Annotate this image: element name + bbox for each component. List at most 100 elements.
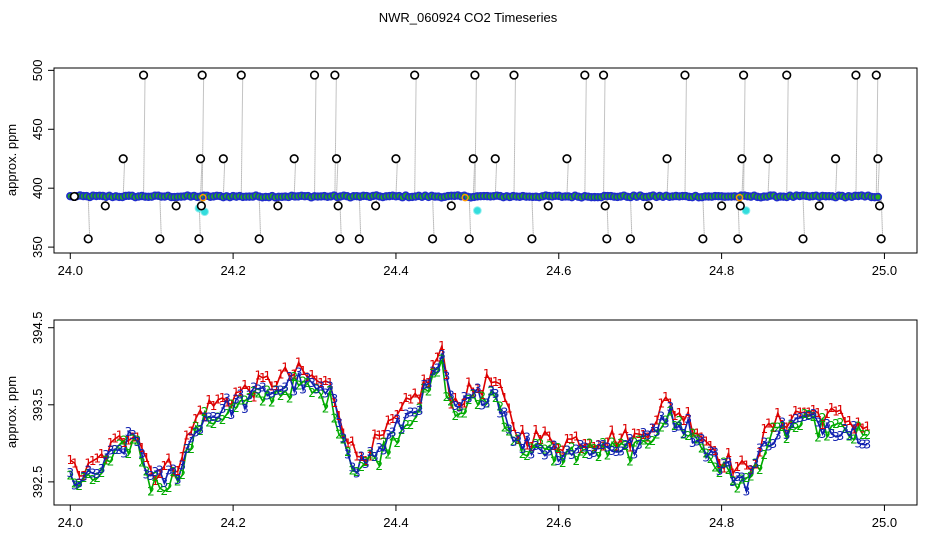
series-mark-3: 3 [859, 437, 867, 451]
series-mark-1: 1 [223, 395, 231, 409]
series-mark-3: 3 [353, 466, 361, 480]
series-mark-2: 2 [622, 439, 630, 453]
bottom-x-tick-label: 24.4 [383, 515, 408, 530]
series-mark-2: 2 [335, 428, 343, 442]
top-x-tick-label: 24.0 [58, 263, 83, 278]
series-mark-3: 3 [810, 407, 818, 421]
series-mark-1: 1 [640, 428, 648, 442]
series-mark-1: 1 [416, 392, 424, 406]
outlier-point [509, 70, 519, 80]
outlier-point [194, 234, 204, 244]
outlier-point [464, 234, 474, 244]
series-mark-2: 2 [635, 433, 643, 447]
outlier-point [196, 201, 206, 211]
series-mark-1: 1 [111, 432, 119, 446]
outlier-point [763, 154, 773, 164]
series-mark-3: 3 [187, 432, 195, 446]
series-mark-2: 2 [846, 430, 854, 444]
series-mark-2: 2 [425, 384, 433, 398]
outlier-point [354, 234, 364, 244]
series-mark-2: 2 [805, 408, 813, 422]
series-mark-1: 1 [362, 454, 370, 468]
series-mark-3: 3 [837, 429, 845, 443]
series-mark-2: 2 [277, 389, 285, 403]
series-mark-1: 1 [832, 405, 840, 419]
series-mark-3: 3 [425, 378, 433, 392]
series-mark-2: 2 [371, 450, 379, 464]
series-mark-2: 2 [675, 414, 683, 428]
series-mark-3: 3 [671, 421, 679, 435]
series-mark-2: 2 [241, 394, 249, 408]
series-mark-2: 2 [850, 432, 858, 446]
series-mark-3: 3 [658, 410, 666, 424]
series-mark-3: 3 [483, 396, 491, 410]
series-mark-3: 3 [774, 429, 782, 443]
outlier-point [662, 154, 672, 164]
series-mark-2: 2 [608, 435, 616, 449]
series-mark-3: 3 [389, 426, 397, 440]
series-mark-3: 3 [214, 411, 222, 425]
spike-line [468, 196, 472, 239]
series-mark-3: 3 [335, 416, 343, 430]
series-mark-1: 1 [353, 449, 361, 463]
outlier-point [331, 154, 342, 164]
series-mark-2: 2 [662, 413, 670, 427]
series-mark-3: 3 [210, 410, 218, 424]
series-mark-2: 2 [568, 440, 576, 454]
series-mark-3: 3 [586, 448, 594, 462]
cyan-point [741, 206, 751, 215]
series-mark-3: 3 [134, 435, 142, 449]
series-mark-3: 3 [201, 411, 209, 425]
outlier-point [602, 234, 612, 244]
outlier-point [468, 154, 478, 164]
series-mark-2: 2 [452, 409, 460, 423]
series-mark-1: 1 [183, 428, 191, 442]
series-mark-3: 3 [684, 412, 692, 426]
series-mark-1: 1 [268, 380, 276, 394]
series-mark-3: 3 [340, 432, 348, 446]
series-mark-1: 1 [196, 403, 204, 417]
series-mark-3: 3 [738, 470, 746, 484]
series-mark-2: 2 [420, 382, 428, 396]
series-mark-2: 2 [555, 441, 563, 455]
outlier-point [830, 154, 841, 164]
series-mark-2: 2 [366, 448, 374, 462]
series-mark-2: 2 [734, 482, 742, 496]
series-mark-1: 1 [322, 374, 330, 388]
spike-line [143, 75, 146, 197]
series-mark-2: 2 [210, 417, 218, 431]
series-mark-3: 3 [255, 382, 263, 396]
spike-line [240, 75, 244, 197]
series-mark-2: 2 [165, 481, 173, 495]
series-mark-2: 2 [564, 444, 572, 458]
spike-line [741, 158, 744, 197]
series-mark-2: 2 [492, 391, 500, 405]
series-mark-1: 1 [125, 433, 133, 447]
series-mark-1: 1 [465, 376, 473, 390]
bottom-series-marks: 1111111111111111111111111111111111111111… [66, 339, 871, 498]
series-mark-1: 1 [738, 454, 746, 468]
series-mark-2: 2 [228, 398, 236, 412]
orange-point [461, 193, 469, 202]
spike-line [818, 196, 822, 206]
series-mark-2: 2 [286, 391, 294, 405]
series-mark-3: 3 [84, 464, 92, 478]
series-mark-1: 1 [581, 437, 589, 451]
series-mark-3: 3 [581, 441, 589, 455]
series-mark-2: 2 [823, 430, 831, 444]
outlier-point [643, 201, 653, 211]
series-mark-2: 2 [541, 442, 549, 456]
series-mark-2: 2 [134, 434, 142, 448]
series-mark-3: 3 [98, 462, 106, 476]
bottom-x-tick-label: 24.2 [220, 515, 245, 530]
series-mark-3: 3 [313, 382, 321, 396]
series-mark-3: 3 [429, 365, 437, 379]
series-mark-3: 3 [693, 434, 701, 448]
series-mark-1: 1 [66, 453, 74, 467]
series-mark-1: 1 [340, 426, 348, 440]
series-mark-2: 2 [738, 472, 746, 486]
series-mark-1: 1 [805, 406, 813, 420]
series-mark-3: 3 [331, 392, 339, 406]
series-mark-3: 3 [752, 457, 760, 471]
series-mark-1: 1 [407, 393, 415, 407]
